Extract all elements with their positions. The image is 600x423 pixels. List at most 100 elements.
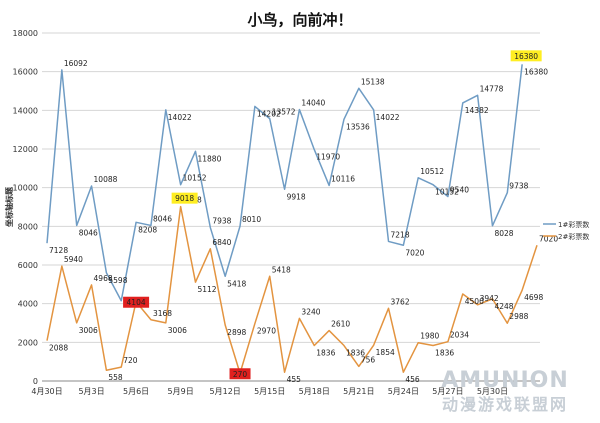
data-label: 9738 <box>509 182 528 191</box>
data-label: 1980 <box>420 332 439 341</box>
data-label: 14202 <box>257 109 281 118</box>
data-label: 2970 <box>257 327 276 336</box>
highlight-box <box>123 296 150 308</box>
grid-lines <box>42 32 540 382</box>
data-label: 2610 <box>331 320 350 329</box>
x-tick-label: 5月15日 <box>254 387 285 396</box>
data-label: 7938 <box>212 217 231 226</box>
y-tick-label: 16000 <box>13 68 38 77</box>
y-tick-label: 10000 <box>13 184 38 193</box>
data-label: 16092 <box>64 59 88 68</box>
y-tick-label: 6000 <box>18 261 38 270</box>
x-tick-label: 4月30日 <box>31 387 62 396</box>
highlight-label: 4104 <box>127 298 146 307</box>
x-axis-ticks: 4月30日 5月3日 5月6日 5月9日 5月12日 5月15日 5月18日 5月21日 5月2… <box>31 387 508 396</box>
data-label: 3006 <box>168 326 187 335</box>
watermark-main: AMUNION <box>441 368 569 393</box>
data-label: 4248 <box>494 302 513 311</box>
y-tick-label: 2000 <box>18 338 38 347</box>
data-label: 10152 <box>183 174 207 183</box>
data-label: 7218 <box>391 230 410 239</box>
data-label: 3168 <box>153 309 172 318</box>
y-tick-label: 0 <box>33 377 38 386</box>
data-label: 16380 <box>524 67 548 76</box>
data-label: 10116 <box>331 174 355 183</box>
data-label: 2988 <box>509 312 528 321</box>
data-label: 4968 <box>94 274 113 283</box>
data-label: 5940 <box>64 255 83 264</box>
data-label: 10512 <box>420 167 444 176</box>
x-tick-label: 5月24日 <box>388 387 419 396</box>
data-label: 8208 <box>138 225 157 234</box>
y-tick-label: 14000 <box>13 106 38 115</box>
data-labels: 7128 16092 8046 10088 5598 8208 8046 14022 10152… <box>49 50 558 384</box>
data-label: 9540 <box>450 186 469 195</box>
data-label: 14040 <box>301 99 325 108</box>
x-tick-label: 5月18日 <box>299 387 330 396</box>
data-label: 3006 <box>79 326 98 335</box>
data-label: 14382 <box>465 106 489 115</box>
y-tick-label: 4000 <box>18 300 38 309</box>
data-label: 14022 <box>376 113 400 122</box>
data-label: 558 <box>108 373 123 382</box>
data-label: 3762 <box>391 297 410 306</box>
data-label: 13572 <box>272 108 296 117</box>
legend-label: 2#彩票数 <box>558 232 589 241</box>
data-label: 14022 <box>168 113 192 122</box>
data-label: 5418 <box>227 279 246 288</box>
x-tick-label: 5月21日 <box>343 387 374 396</box>
highlight-label: 16380 <box>514 52 538 61</box>
data-label: 14778 <box>480 84 504 93</box>
data-label: 456 <box>405 375 420 384</box>
data-label: 1836 <box>316 349 335 358</box>
x-tick-label: 5月9日 <box>168 387 194 396</box>
data-label: 5598 <box>108 276 127 285</box>
series-line-2 <box>46 205 538 375</box>
y-axis-ticks: 0 2000 4000 6000 8000 10000 12000 14000 16000 180… <box>13 29 38 386</box>
data-label: 4500 <box>465 297 484 306</box>
data-label: 2034 <box>450 331 469 340</box>
data-label: 8010 <box>242 215 261 224</box>
y-tick-label: 18000 <box>13 29 38 38</box>
data-label: 7020 <box>539 234 558 243</box>
data-label: 5418 <box>272 265 291 274</box>
data-label: 6840 <box>212 238 231 247</box>
highlight-box <box>510 50 542 62</box>
data-label: 756 <box>361 355 376 364</box>
data-label: 1836 <box>435 349 454 358</box>
x-tick-label: 5月30日 <box>477 387 508 396</box>
data-label: 8028 <box>494 229 513 238</box>
chart-title: 小鸟，向前冲！ <box>247 11 352 29</box>
data-label: 7020 <box>405 248 424 257</box>
data-label: 11880 <box>197 154 221 163</box>
data-label: 9918 <box>287 192 306 201</box>
data-label: 5112 <box>197 285 216 294</box>
data-label: 3942 <box>480 294 499 303</box>
data-label: 7128 <box>49 246 68 255</box>
data-label: 2898 <box>227 328 246 337</box>
data-label: 15138 <box>361 77 385 86</box>
data-label: 455 <box>287 375 302 384</box>
data-label: 1854 <box>376 348 395 357</box>
data-label: 10088 <box>94 175 118 184</box>
x-tick-label: 5月3日 <box>78 387 104 396</box>
highlight-box <box>171 192 198 204</box>
data-label: 2088 <box>49 344 68 353</box>
data-label: 8046 <box>79 228 98 237</box>
y-tick-label: 12000 <box>13 145 38 154</box>
highlight-label: 9018 <box>175 194 194 203</box>
data-label: 8046 <box>153 214 172 223</box>
watermark-sub: 动漫游戏联盟网 <box>442 395 568 414</box>
watermark: AMUNION 动漫游戏联盟网 <box>441 368 569 414</box>
legend-label: 1#彩票数 <box>558 220 589 229</box>
y-axis-label: 坐标轴标题 <box>4 186 14 227</box>
data-label: 11970 <box>316 153 340 162</box>
data-label: 13536 <box>346 122 370 131</box>
data-label: 3240 <box>301 307 320 316</box>
legend: 1#彩票数 2#彩票数 <box>543 220 589 241</box>
data-label: 1836 <box>346 349 365 358</box>
x-tick-label: 5月6日 <box>123 387 149 396</box>
y-tick-label: 8000 <box>18 222 38 231</box>
